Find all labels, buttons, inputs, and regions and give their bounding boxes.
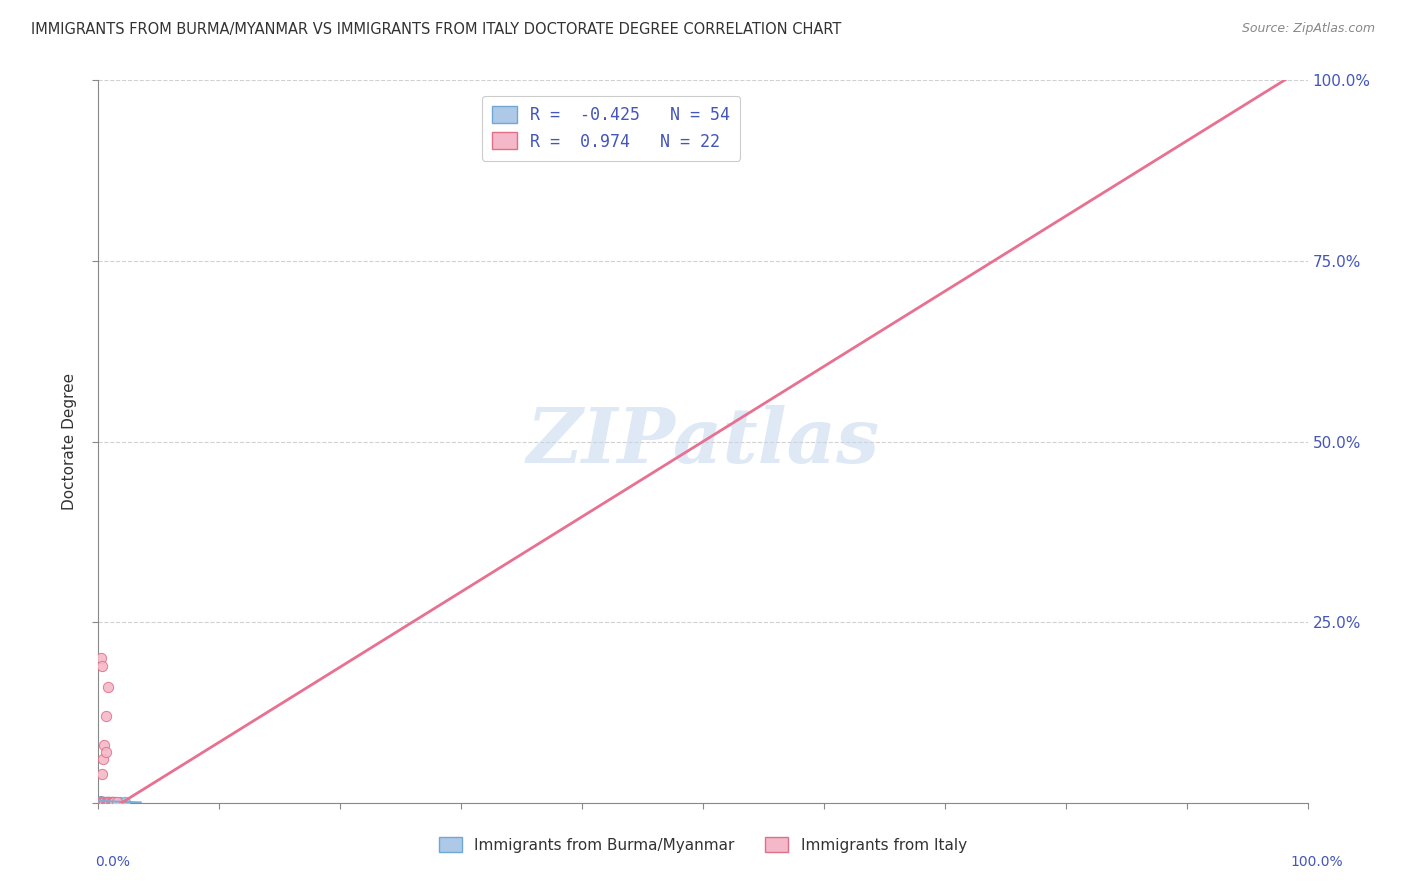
Point [89, 796, 111, 810]
Text: 0.0%: 0.0% [96, 855, 131, 869]
Point [91, 795, 114, 809]
Point [90, 795, 112, 809]
Point [104, 795, 127, 809]
Point [91, 767, 114, 781]
Point [89, 795, 111, 809]
Point [100, 795, 122, 809]
Point [90, 651, 112, 665]
Point [93, 795, 115, 809]
Point [90, 795, 112, 809]
Point [89, 796, 111, 810]
Point [89, 795, 111, 809]
Point [91, 796, 114, 810]
Point [90, 795, 112, 809]
Point [91, 796, 114, 810]
Point [89, 795, 111, 809]
Point [91, 658, 114, 673]
Text: Source: ZipAtlas.com: Source: ZipAtlas.com [1241, 22, 1375, 36]
Point [90, 795, 112, 809]
Text: 100.0%: 100.0% [1291, 855, 1343, 869]
Point [91, 795, 114, 809]
Point [90, 795, 112, 809]
Point [93, 795, 115, 809]
Point [89, 796, 111, 810]
Point [91, 795, 114, 809]
Point [91, 795, 114, 809]
Point [89, 796, 111, 810]
Point [90, 795, 112, 809]
Point [94, 795, 117, 809]
Point [89, 795, 111, 809]
Point [97, 795, 120, 809]
Point [91, 795, 114, 809]
Point [90, 795, 112, 809]
Point [90, 796, 112, 810]
Point [100, 795, 122, 809]
Point [89, 795, 111, 809]
Point [89, 795, 111, 809]
Point [108, 795, 131, 809]
Point [91, 795, 114, 809]
Y-axis label: Doctorate Degree: Doctorate Degree [62, 373, 77, 510]
Point [98, 795, 121, 809]
Point [101, 795, 124, 809]
Point [89, 795, 111, 809]
Point [91, 795, 114, 809]
Point [93, 738, 115, 752]
Point [94, 745, 117, 759]
Point [103, 795, 125, 809]
Legend: Immigrants from Burma/Myanmar, Immigrants from Italy: Immigrants from Burma/Myanmar, Immigrant… [432, 829, 974, 860]
Point [91, 795, 114, 809]
Point [90, 795, 112, 809]
Point [89, 795, 111, 809]
Point [89, 795, 111, 809]
Point [91, 752, 114, 766]
Point [89, 795, 111, 809]
Text: ZIPatlas: ZIPatlas [526, 405, 880, 478]
Point [105, 795, 128, 809]
Point [89, 796, 111, 810]
Point [90, 796, 112, 810]
Point [94, 795, 117, 809]
Point [89, 796, 111, 810]
Point [89, 795, 111, 809]
Point [90, 795, 112, 809]
Point [97, 795, 120, 809]
Point [90, 796, 112, 810]
Point [89, 795, 111, 809]
Point [94, 709, 117, 723]
Point [98, 795, 121, 809]
Text: IMMIGRANTS FROM BURMA/MYANMAR VS IMMIGRANTS FROM ITALY DOCTORATE DEGREE CORRELAT: IMMIGRANTS FROM BURMA/MYANMAR VS IMMIGRA… [31, 22, 841, 37]
Point [90, 795, 112, 809]
Point [89, 795, 111, 809]
Point [100, 795, 122, 809]
Point [90, 796, 112, 810]
Point [89, 795, 111, 809]
Point [97, 680, 120, 694]
Point [90, 796, 112, 810]
Point [96, 795, 118, 809]
Point [114, 795, 136, 809]
Point [91, 795, 114, 809]
Point [90, 795, 112, 809]
Point [90, 795, 112, 809]
Point [90, 795, 112, 809]
Point [91, 796, 114, 810]
